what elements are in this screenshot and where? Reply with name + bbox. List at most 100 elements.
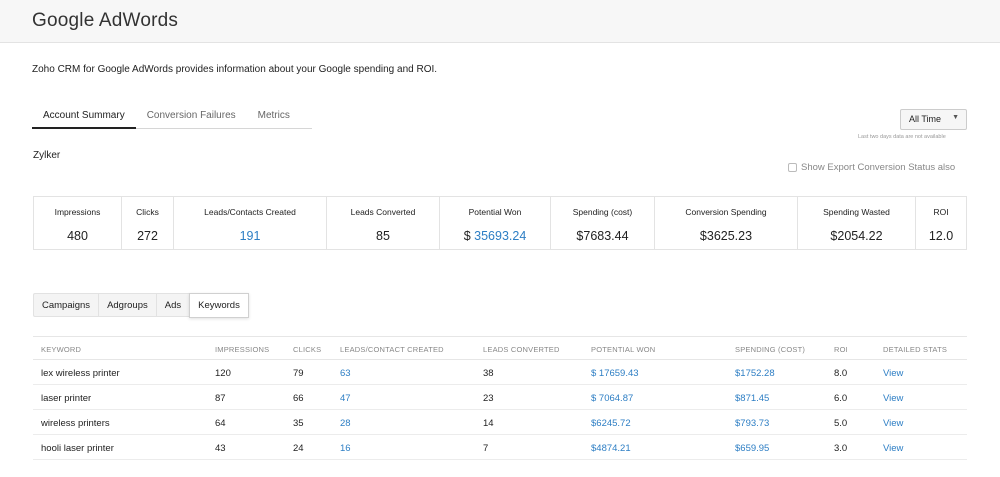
table-row: lex wireless printer 120 79 63 38 $ 1765… bbox=[33, 360, 967, 385]
roi-cell: 6.0 bbox=[834, 393, 848, 404]
view-link[interactable]: View bbox=[883, 418, 904, 429]
summary-label: ROI bbox=[933, 207, 949, 217]
column-header: CLICKS bbox=[293, 345, 322, 354]
roi-cell: 8.0 bbox=[834, 368, 848, 379]
summary-value: $3625.23 bbox=[699, 229, 753, 243]
tab-account-summary[interactable]: Account Summary bbox=[32, 103, 136, 129]
summary-value-link[interactable]: 191 bbox=[239, 229, 261, 243]
impressions-cell: 43 bbox=[215, 443, 226, 454]
roi-cell: 3.0 bbox=[834, 443, 848, 454]
summary-leads-created: Leads/Contacts Created 191 bbox=[174, 197, 327, 249]
summary-label: Spending Wasted bbox=[823, 207, 890, 217]
potential-won-link[interactable]: $6245.72 bbox=[591, 418, 631, 429]
spending-link[interactable]: $1752.28 bbox=[735, 368, 775, 379]
tab-conversion-failures[interactable]: Conversion Failures bbox=[146, 110, 236, 121]
leads-converted-cell: 7 bbox=[483, 443, 489, 454]
subtab-campaigns[interactable]: Campaigns bbox=[33, 293, 99, 317]
view-link[interactable]: View bbox=[883, 443, 904, 454]
summary-clicks: Clicks 272 bbox=[122, 197, 174, 249]
summary-potential-won: Potential Won $ 35693.24 bbox=[440, 197, 551, 249]
impressions-cell: 64 bbox=[215, 418, 226, 429]
summary-value: 12.0 bbox=[928, 229, 954, 243]
column-header: KEYWORD bbox=[41, 345, 82, 354]
leads-created-link[interactable]: 47 bbox=[340, 393, 351, 404]
column-header: POTENTIAL WON bbox=[591, 345, 656, 354]
impressions-cell: 87 bbox=[215, 393, 226, 404]
leads-created-link[interactable]: 63 bbox=[340, 368, 351, 379]
summary-conversion-spending: Conversion Spending $3625.23 bbox=[655, 197, 798, 249]
tab-metrics[interactable]: Metrics bbox=[257, 110, 290, 121]
potential-won-link[interactable]: $ 17659.43 bbox=[591, 368, 639, 379]
column-header: SPENDING (COST) bbox=[735, 345, 806, 354]
keyword-cell: lex wireless printer bbox=[41, 368, 120, 379]
currency-symbol: $ bbox=[463, 229, 475, 243]
table-row: wireless printers 64 35 28 14 $6245.72 $… bbox=[33, 410, 967, 435]
summary-label: Impressions bbox=[54, 207, 101, 217]
column-header: IMPRESSIONS bbox=[215, 345, 270, 354]
impressions-cell: 120 bbox=[215, 368, 231, 379]
roi-cell: 5.0 bbox=[834, 418, 848, 429]
table-header: KEYWORD IMPRESSIONS CLICKS LEADS/CONTACT… bbox=[33, 336, 967, 360]
view-link[interactable]: View bbox=[883, 368, 904, 379]
page-title: Google AdWords bbox=[32, 10, 179, 31]
summary-label: Leads Converted bbox=[350, 207, 416, 217]
column-header: LEADS CONVERTED bbox=[483, 345, 560, 354]
subtab-ads[interactable]: Ads bbox=[155, 293, 190, 317]
spending-link[interactable]: $793.73 bbox=[735, 418, 770, 429]
column-header: ROI bbox=[834, 345, 848, 354]
clicks-cell: 66 bbox=[293, 393, 304, 404]
summary-label: Spending (cost) bbox=[572, 207, 633, 217]
report-subtabs: Campaigns Adgroups Ads Keywords bbox=[33, 293, 249, 318]
spending-link[interactable]: $659.95 bbox=[735, 443, 770, 454]
subtab-keywords[interactable]: Keywords bbox=[189, 293, 249, 318]
summary-value: $7683.44 bbox=[576, 229, 629, 243]
potential-won-link[interactable]: $ 7064.87 bbox=[591, 393, 634, 404]
time-filter-note: Last two days data are not available bbox=[858, 134, 946, 140]
spending-link[interactable]: $871.45 bbox=[735, 393, 770, 404]
summary-label: Potential Won bbox=[468, 207, 522, 217]
summary-value: 272 bbox=[137, 229, 158, 243]
table-row: laser printer 87 66 47 23 $ 7064.87 $871… bbox=[33, 385, 967, 410]
summary-label: Clicks bbox=[136, 207, 159, 217]
leads-created-link[interactable]: 28 bbox=[340, 418, 351, 429]
main-tabs: Account Summary Conversion Failures Metr… bbox=[32, 103, 312, 129]
summary-spending: Spending (cost) $7683.44 bbox=[551, 197, 655, 249]
clicks-cell: 35 bbox=[293, 418, 304, 429]
chevron-down-icon: ▼ bbox=[952, 114, 959, 121]
leads-created-link[interactable]: 16 bbox=[340, 443, 351, 454]
potential-won-link[interactable]: $4874.21 bbox=[591, 443, 631, 454]
summary-roi: ROI 12.0 bbox=[916, 197, 966, 249]
summary-value: $2054.22 bbox=[830, 229, 883, 243]
export-status-checkbox[interactable] bbox=[788, 163, 797, 172]
table-row: hooli laser printer 43 24 16 7 $4874.21 … bbox=[33, 435, 967, 460]
summary-leads-converted: Leads Converted 85 bbox=[327, 197, 440, 249]
intro-text: Zoho CRM for Google AdWords provides inf… bbox=[32, 64, 438, 75]
keyword-cell: wireless printers bbox=[41, 418, 110, 429]
clicks-cell: 79 bbox=[293, 368, 304, 379]
clicks-cell: 24 bbox=[293, 443, 304, 454]
time-filter-value: All Time bbox=[909, 114, 942, 124]
leads-converted-cell: 38 bbox=[483, 368, 494, 379]
summary-value: 480 bbox=[67, 229, 88, 243]
export-status-label: Show Export Conversion Status also bbox=[801, 162, 956, 173]
leads-converted-cell: 14 bbox=[483, 418, 494, 429]
export-status-option[interactable]: Show Export Conversion Status also bbox=[788, 162, 955, 173]
summary-value: 85 bbox=[376, 229, 390, 243]
time-filter-select[interactable]: All Time ▼ bbox=[900, 109, 967, 130]
summary-value: $ 35693.24 bbox=[440, 229, 550, 243]
summary-label: Conversion Spending bbox=[685, 207, 767, 217]
subtab-adgroups[interactable]: Adgroups bbox=[98, 293, 156, 317]
potential-won-link[interactable]: 35693.24 bbox=[474, 229, 527, 243]
keyword-cell: laser printer bbox=[41, 393, 92, 404]
summary-label: Leads/Contacts Created bbox=[204, 207, 296, 217]
column-header: LEADS/CONTACT CREATED bbox=[340, 345, 444, 354]
column-header: DETAILED STATS bbox=[883, 345, 948, 354]
keywords-table: KEYWORD IMPRESSIONS CLICKS LEADS/CONTACT… bbox=[33, 336, 967, 460]
summary-spending-wasted: Spending Wasted $2054.22 bbox=[798, 197, 916, 249]
summary-panel: Impressions 480 Clicks 272 Leads/Contact… bbox=[33, 196, 967, 250]
summary-impressions: Impressions 480 bbox=[34, 197, 122, 249]
leads-converted-cell: 23 bbox=[483, 393, 494, 404]
app-header: Google AdWords bbox=[0, 0, 1000, 43]
view-link[interactable]: View bbox=[883, 393, 904, 404]
account-name: Zylker bbox=[33, 150, 61, 161]
